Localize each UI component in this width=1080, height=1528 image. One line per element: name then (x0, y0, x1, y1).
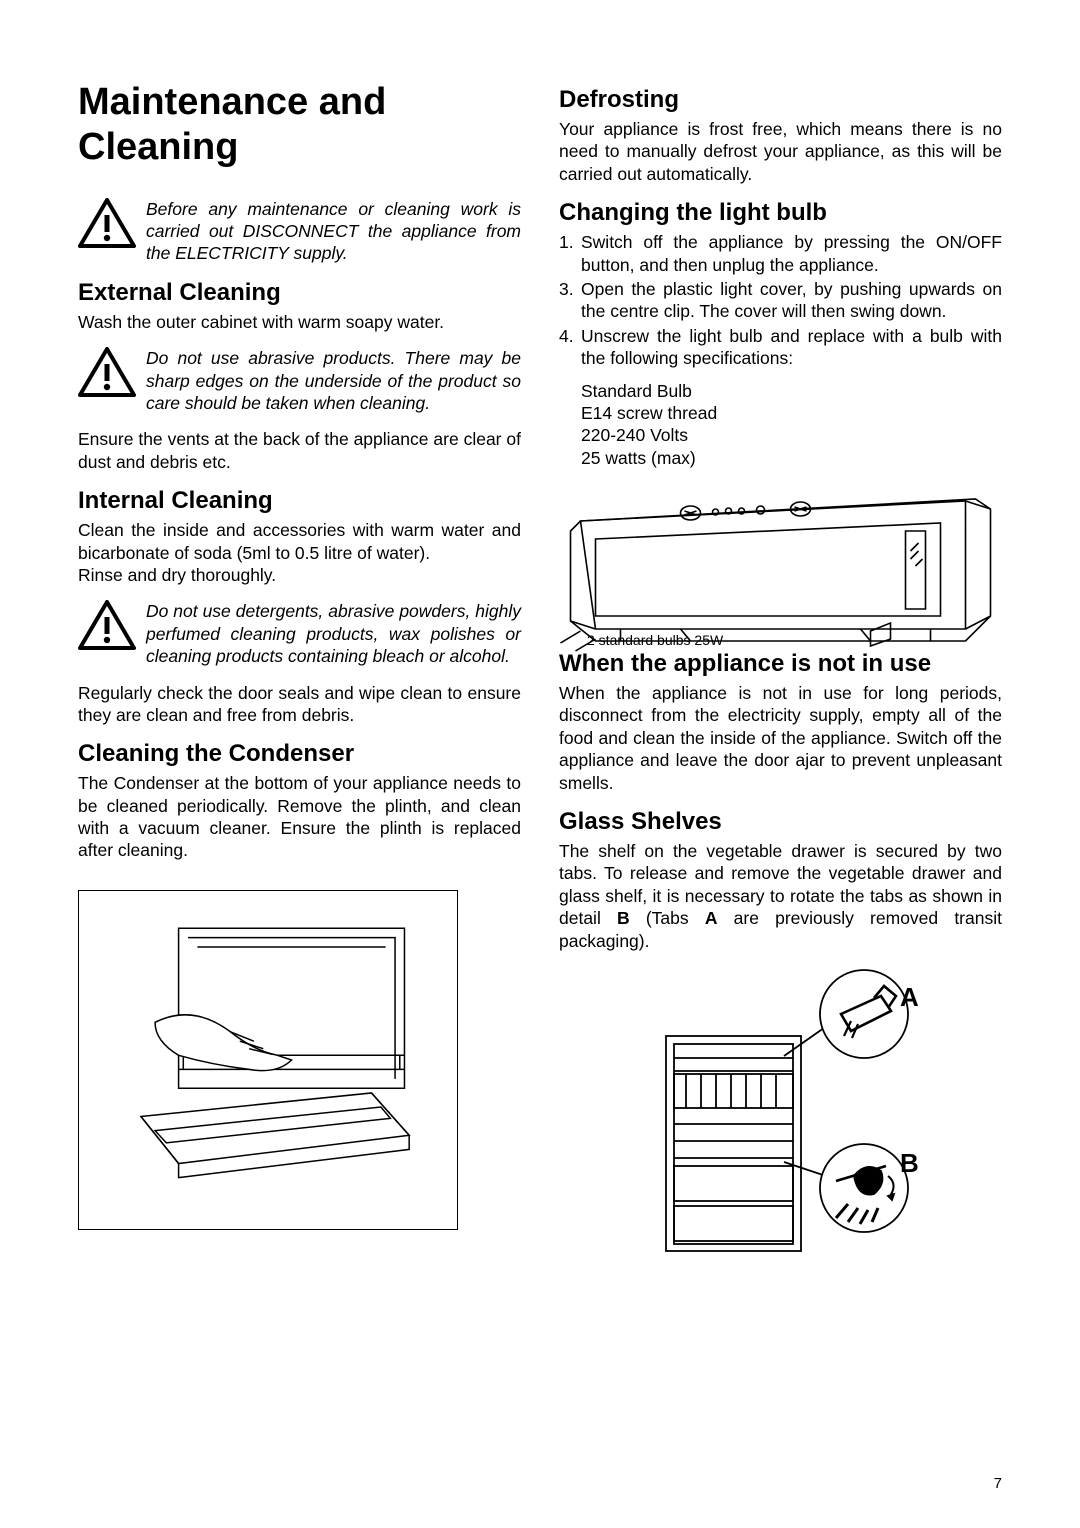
diagram-lightbulb (559, 481, 1002, 653)
page-number: 7 (994, 1475, 1002, 1492)
external-body: Wash the outer cabinet with warm soapy w… (78, 311, 521, 333)
right-column: Defrosting Your appliance is frost free,… (559, 80, 1002, 1266)
bulb-caption: 2 standard bulbs 25W (587, 632, 1002, 648)
warning-icon (78, 198, 136, 248)
shelves-body: The shelf on the vegetable drawer is sec… (559, 840, 1002, 952)
label-a: A (900, 982, 919, 1012)
heading-defrosting: Defrosting (559, 86, 1002, 114)
heading-lightbulb: Changing the light bulb (559, 199, 1002, 227)
bulb-specs: Standard Bulb E14 screw thread 220-240 V… (581, 380, 1002, 470)
external-after: Ensure the vents at the back of the appl… (78, 428, 521, 473)
spec-line: 220-240 Volts (581, 424, 1002, 446)
warning-external: Do not use abrasive products. There may … (78, 347, 521, 414)
warning-disconnect: Before any maintenance or cleaning work … (78, 198, 521, 265)
diagram-shelves: A B (636, 966, 926, 1266)
diagram-plinth (78, 890, 458, 1230)
heading-external: External Cleaning (78, 279, 521, 307)
spec-line: Standard Bulb (581, 380, 1002, 402)
internal-body: Clean the inside and accessories with wa… (78, 519, 521, 586)
warning-internal: Do not use detergents, abrasive powders,… (78, 600, 521, 667)
left-column: Maintenance and Cleaning Before any main… (78, 80, 521, 1266)
list-item: 1.Switch off the appliance by pressing t… (559, 231, 1002, 276)
page-title: Maintenance and Cleaning (78, 80, 521, 170)
warning-text: Do not use abrasive products. There may … (146, 347, 521, 414)
lightbulb-steps: 1.Switch off the appliance by pressing t… (559, 231, 1002, 369)
heading-internal: Internal Cleaning (78, 487, 521, 515)
defrosting-body: Your appliance is frost free, which mean… (559, 118, 1002, 185)
spec-line: E14 screw thread (581, 402, 1002, 424)
warning-icon (78, 347, 136, 397)
list-item: 3.Open the plastic light cover, by pushi… (559, 278, 1002, 323)
warning-text: Before any maintenance or cleaning work … (146, 198, 521, 265)
internal-after: Regularly check the door seals and wipe … (78, 682, 521, 727)
notinuse-body: When the appliance is not in use for lon… (559, 682, 1002, 794)
warning-icon (78, 600, 136, 650)
spec-line: 25 watts (max) (581, 447, 1002, 469)
heading-notinuse: When the appliance is not in use (559, 650, 1002, 678)
heading-shelves: Glass Shelves (559, 808, 1002, 836)
label-b: B (900, 1148, 919, 1178)
condenser-body: The Condenser at the bottom of your appl… (78, 772, 521, 862)
warning-text: Do not use detergents, abrasive powders,… (146, 600, 521, 667)
list-item: 4.Unscrew the light bulb and replace wit… (559, 325, 1002, 370)
heading-condenser: Cleaning the Condenser (78, 740, 521, 768)
